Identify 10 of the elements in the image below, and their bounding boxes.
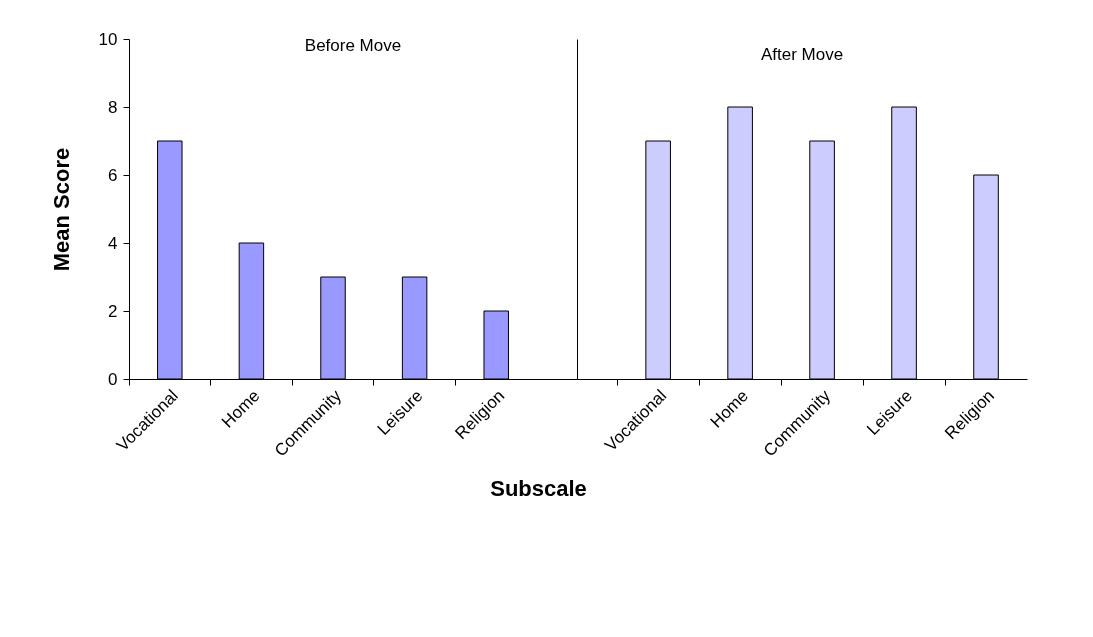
- y-tick-label: 2: [108, 301, 118, 321]
- y-tick-label: 6: [108, 165, 118, 185]
- y-tick-label: 10: [98, 29, 118, 49]
- y-tick-label: 8: [108, 97, 118, 117]
- y-tick-label: 4: [108, 233, 118, 253]
- x-axis-title: Subscale: [490, 476, 587, 502]
- chart-title: Before Move: [304, 36, 402, 55]
- y-axis-title: Mean Score: [48, 147, 74, 272]
- chart-title: After Move: [760, 45, 844, 64]
- y-tick-label: 0: [108, 369, 118, 389]
